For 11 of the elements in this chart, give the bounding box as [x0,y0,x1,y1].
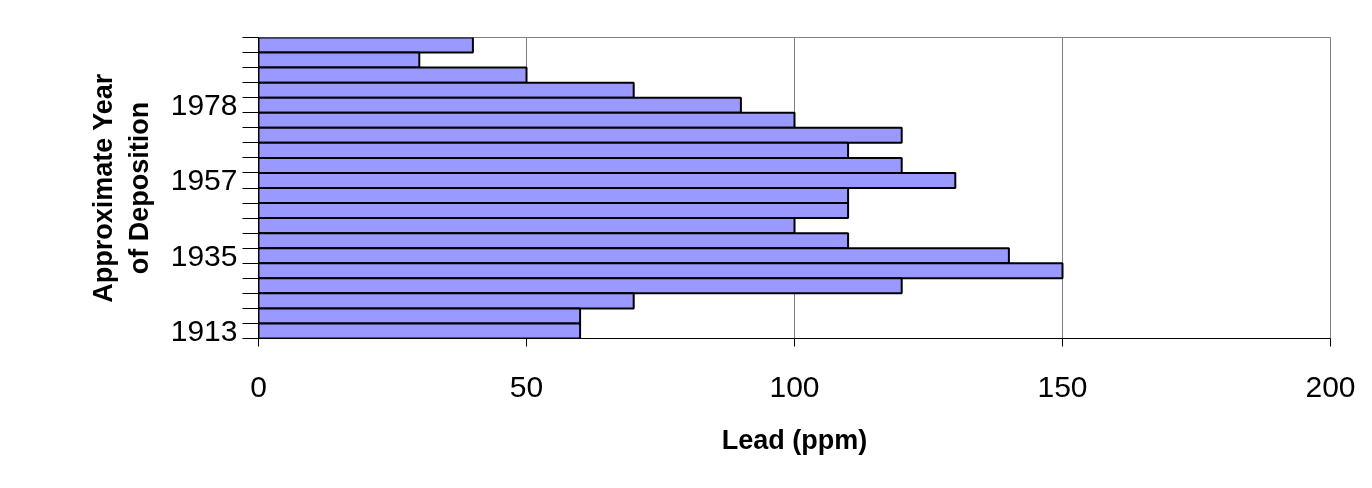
x-axis-title: Lead (ppm) [721,424,868,455]
y-tick-label: 1957 [170,163,238,197]
y-tick-label: 1935 [170,238,238,272]
y-axis-title: Approximate Year of Deposition [87,73,154,303]
x-tick-label: 0 [250,369,267,403]
x-tick-label: 100 [769,369,820,403]
x-tick-label: 50 [509,369,544,403]
y-tick-label: 1978 [170,88,238,122]
y-tick-label: 1913 [170,313,238,347]
x-tick-label: 200 [1305,369,1356,403]
x-tick-label: 150 [1037,369,1088,403]
